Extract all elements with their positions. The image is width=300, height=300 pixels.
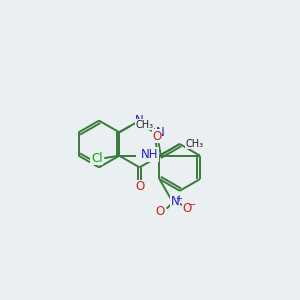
Text: +: + — [176, 194, 182, 203]
Text: O: O — [152, 130, 162, 143]
Text: O: O — [155, 205, 165, 218]
Text: NH: NH — [141, 148, 158, 161]
Text: O: O — [135, 180, 144, 194]
Text: CH₃: CH₃ — [186, 139, 204, 149]
Text: O: O — [182, 202, 192, 215]
Text: Cl: Cl — [91, 152, 103, 165]
Text: N: N — [155, 126, 164, 139]
Text: N: N — [171, 195, 179, 208]
Text: CH₃: CH₃ — [136, 119, 154, 130]
Text: N: N — [135, 114, 144, 127]
Text: −: − — [188, 200, 196, 210]
